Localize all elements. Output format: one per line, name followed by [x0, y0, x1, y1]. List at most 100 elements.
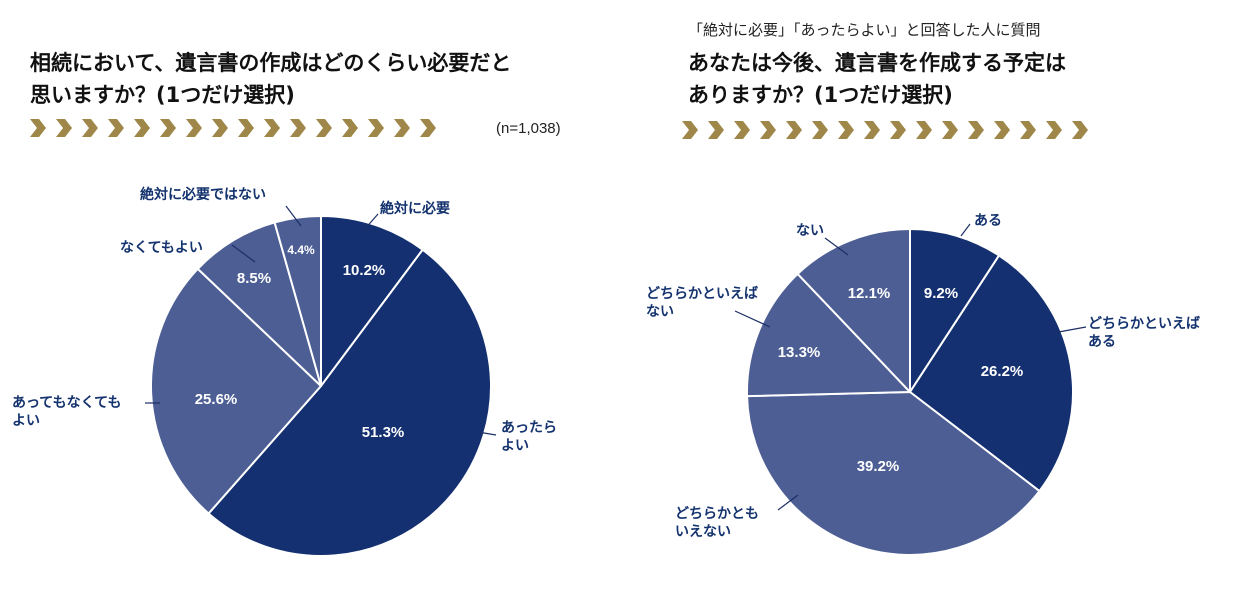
chevron-arrow-icon [290, 119, 306, 137]
slice-category-label-line: ない [796, 223, 824, 239]
leader-line [1052, 326, 1087, 334]
slice-category-label-line: どちらかといえば [1088, 316, 1200, 332]
slice-value-label: 4.4% [287, 243, 315, 257]
chevron-arrow-icon [812, 121, 828, 139]
slice-category-label: どちらかといえば ある [1088, 315, 1200, 351]
leader-line [231, 244, 256, 263]
leader-line [285, 205, 302, 227]
right-chart-subtitle: 「絶対に必要」「あったらよい」と回答した人に質問 [688, 21, 1041, 39]
slice-value-label: 9.2% [924, 285, 958, 302]
leader-line [734, 310, 771, 328]
slice-value-label: 39.2% [857, 458, 900, 475]
left-title-line-2: 思いますか？(1つだけ選択) [30, 83, 295, 107]
leader-line [477, 431, 497, 436]
pie-slice [207, 248, 492, 557]
chevron-arrow-icon [368, 119, 384, 137]
slice-category-label-line: どちらかといえば [646, 286, 758, 302]
slice-category-label: 絶対に必要ではない [140, 186, 266, 204]
chevron-arrow-icon [786, 121, 802, 139]
chevron-arrow-icon [994, 121, 1010, 139]
chevron-arrows-icon [30, 119, 436, 137]
chevron-arrow-icon [682, 121, 698, 139]
chevron-arrow-icon [56, 119, 72, 137]
pie-slice [909, 228, 1001, 393]
chevron-arrow-icon [316, 119, 332, 137]
leader-line [777, 494, 799, 511]
slice-category-label-line: なくてもよい [120, 240, 203, 256]
chevron-arrows-icon [682, 121, 1088, 139]
leader-line [363, 213, 379, 231]
chevron-arrow-icon [30, 119, 46, 137]
chevron-arrow-icon [760, 121, 776, 139]
chevron-arrow-icon [864, 121, 880, 139]
pie-slice [320, 215, 424, 387]
chevron-arrow-icon [160, 119, 176, 137]
slice-value-label: 10.2% [343, 262, 386, 279]
slice-value-label: 51.3% [362, 424, 405, 441]
pie-slice [196, 221, 322, 387]
sample-size: (n=1,038) [496, 120, 561, 137]
chevron-arrow-icon [708, 121, 724, 139]
chevron-arrow-icon [420, 119, 436, 137]
pie-slice [796, 228, 911, 393]
chevron-arrow-icon [186, 119, 202, 137]
right-chart-title: あなたは今後、遺言書を作成する予定は ありますか？(1つだけ選択) [688, 47, 1066, 111]
slice-category-label-line: 絶対に必要 [380, 201, 450, 217]
pie-slice [909, 254, 1074, 493]
slice-value-label: 13.3% [778, 344, 821, 361]
leader-line [960, 223, 971, 237]
left-chart-title: 相続において、遺言書の作成はどのくらい必要だと 思いますか？(1つだけ選択) [30, 47, 511, 111]
chevron-arrow-icon [108, 119, 124, 137]
pie-slice [273, 215, 322, 387]
chevron-arrow-icon [238, 119, 254, 137]
chevron-arrow-icon [134, 119, 150, 137]
slice-category-label: どちらかとも いえない [675, 505, 759, 541]
chevron-arrow-icon [394, 119, 410, 137]
chevron-arrow-icon [916, 121, 932, 139]
pie-slice [746, 272, 911, 398]
slice-category-label-line: ある [974, 213, 1002, 229]
chevron-arrow-icon [838, 121, 854, 139]
slice-value-label: 25.6% [195, 391, 238, 408]
slice-category-label: ある [974, 212, 1002, 230]
slice-category-label: どちらかといえば ない [646, 285, 758, 321]
right-title-line-1: あなたは今後、遺言書を作成する予定は [688, 51, 1066, 75]
chevron-arrow-icon [1020, 121, 1036, 139]
slice-category-label: 絶対に必要 [380, 200, 450, 218]
slice-category-label: ない [796, 222, 824, 240]
slice-category-label: あったら よい [501, 419, 557, 455]
left-pie-chart: 10.2% 51.3% 25.6% 8.5% 4.4% [145, 205, 497, 557]
right-chart-panel: 「絶対に必要」「あったらよい」と回答した人に質問 あなたは今後、遺言書を作成する… [620, 0, 1240, 615]
slice-category-label-line: どちらかとも [675, 506, 759, 522]
slice-category-label-line: よい [12, 413, 40, 429]
right-title-line-2: ありますか？(1つだけ選択) [688, 83, 953, 107]
left-chart-panel: 相続において、遺言書の作成はどのくらい必要だと 思いますか？(1つだけ選択) (… [12, 47, 561, 557]
slice-category-label: なくてもよい [120, 239, 203, 257]
slice-category-label-line: 絶対に必要ではない [140, 187, 266, 203]
slice-value-label: 26.2% [981, 363, 1024, 380]
chevron-arrow-icon [890, 121, 906, 139]
leader-line [824, 237, 849, 256]
slice-category-label-line: ある [1088, 334, 1116, 350]
chevron-arrow-icon [734, 121, 750, 139]
chevron-arrow-icon [82, 119, 98, 137]
chevron-arrow-icon [264, 119, 280, 137]
pie-slice [746, 391, 1041, 556]
slice-value-label: 12.1% [848, 285, 891, 302]
pie-slice [150, 267, 322, 515]
right-pie-chart: 9.2% 26.2% 39.2% 13.3% 12.1% [734, 223, 1087, 556]
slice-category-label-line: あってもなくても [12, 395, 122, 411]
slice-category-label: あってもなくても よい [12, 394, 121, 430]
slice-category-label-line: よい [501, 438, 529, 454]
slice-category-label-line: いえない [675, 524, 731, 540]
slice-value-label: 8.5% [237, 270, 271, 287]
chevron-arrow-icon [342, 119, 358, 137]
chevron-arrow-icon [968, 121, 984, 139]
slice-category-label-line: ない [646, 304, 674, 320]
chevron-arrow-icon [1046, 121, 1062, 139]
slice-category-label-line: あったら [501, 420, 557, 436]
chevron-arrow-icon [212, 119, 228, 137]
left-title-line-1: 相続において、遺言書の作成はどのくらい必要だと [30, 51, 512, 75]
chevron-arrow-icon [1072, 121, 1088, 139]
chevron-arrow-icon [942, 121, 958, 139]
